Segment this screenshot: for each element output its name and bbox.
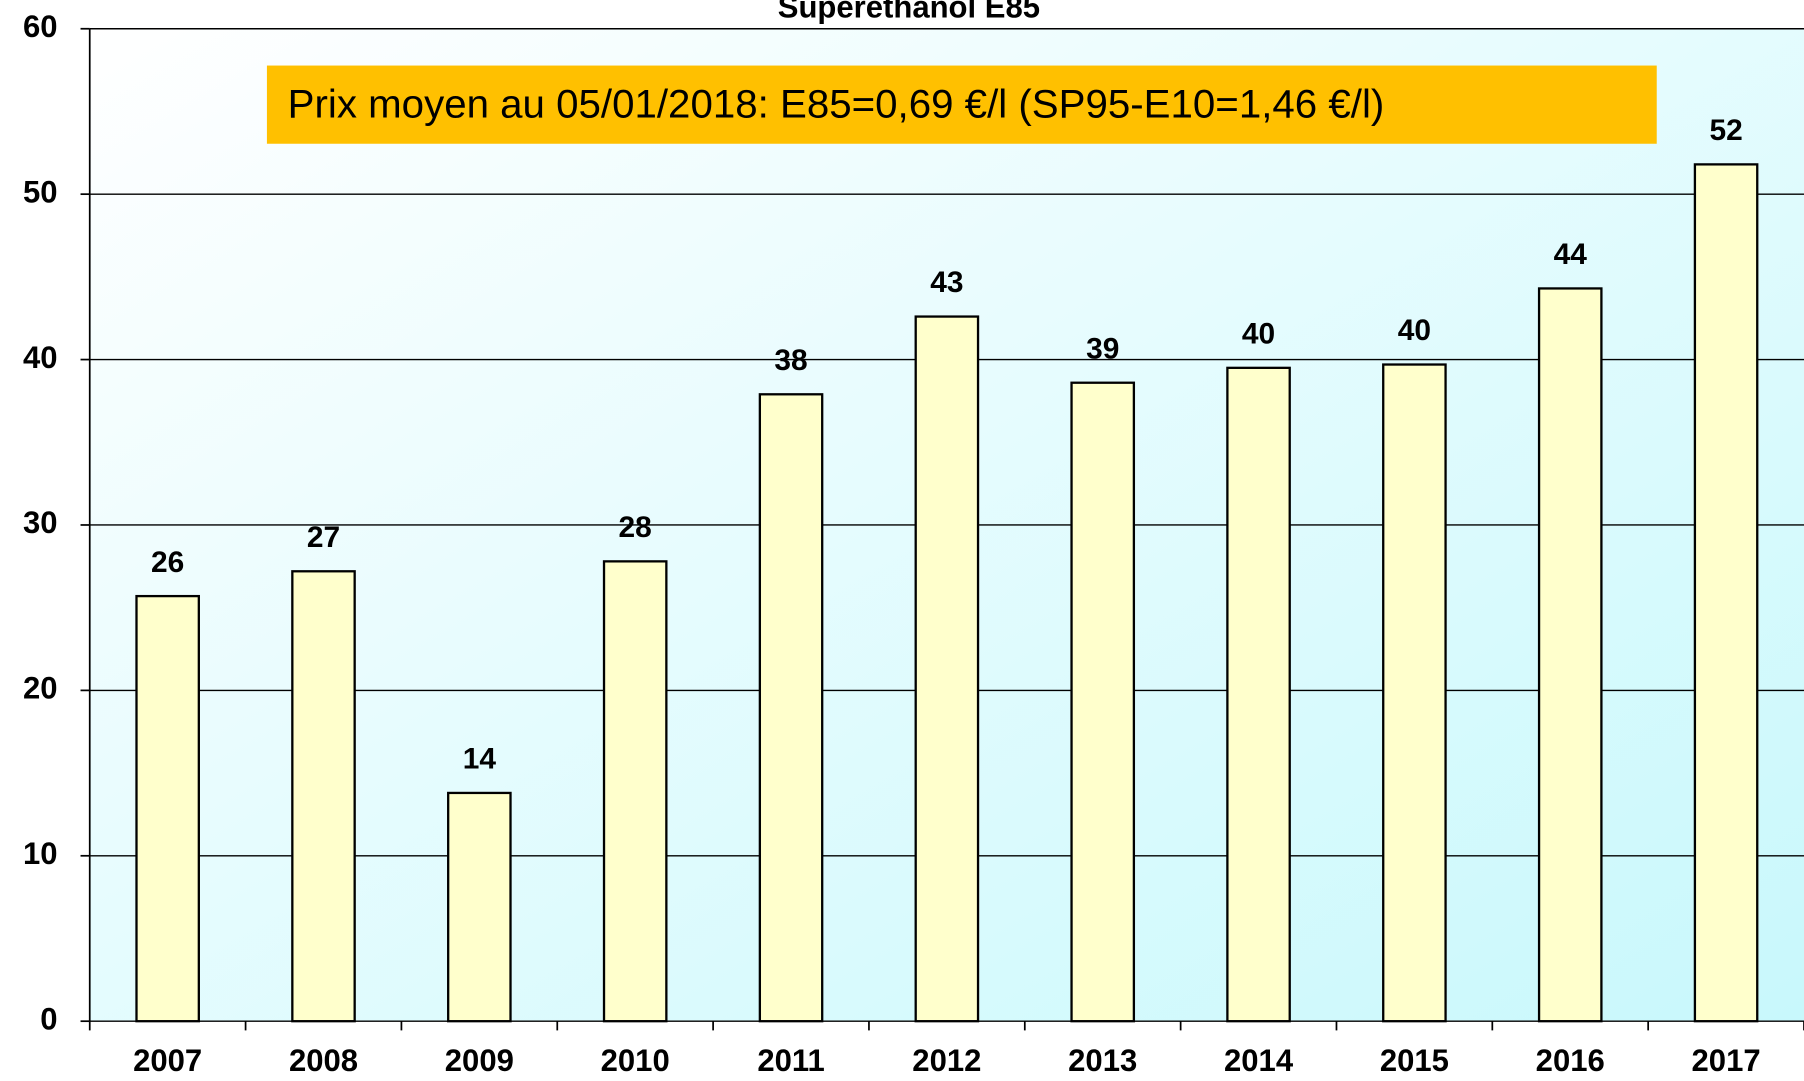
bar <box>602 560 668 1023</box>
bar <box>1537 287 1603 1023</box>
bar <box>1070 381 1136 1023</box>
value-label: 28 <box>619 511 652 544</box>
y-tick-label: 30 <box>23 505 58 540</box>
bar <box>1693 163 1759 1023</box>
y-tick-label: 10 <box>23 836 58 871</box>
x-tick-label: 2008 <box>289 1043 358 1078</box>
y-tick-label: 60 <box>23 9 58 44</box>
bar <box>291 570 356 1023</box>
bar <box>1226 366 1291 1023</box>
bar <box>447 791 512 1023</box>
value-label: 39 <box>1086 332 1119 365</box>
y-tick-label: 20 <box>23 671 58 706</box>
value-label: 44 <box>1554 238 1588 271</box>
bar <box>1382 363 1447 1023</box>
bar <box>758 393 824 1023</box>
marks: 0 10 20 30 40 50 60 2007 26 2008 27 2009 14 2010 28 201… <box>23 9 1804 1078</box>
bar <box>914 315 980 1023</box>
x-tick-label: 2012 <box>912 1043 981 1078</box>
y-tick-label: 0 <box>40 1001 57 1036</box>
y-tick-label: 40 <box>23 340 58 375</box>
value-label: 52 <box>1709 114 1742 147</box>
x-tick-label: 2009 <box>445 1043 514 1078</box>
x-tick-label: 2017 <box>1692 1043 1761 1078</box>
x-tick-label: 2007 <box>133 1043 202 1078</box>
value-label: 43 <box>930 266 963 299</box>
value-label: 40 <box>1398 314 1431 347</box>
x-tick-label: 2011 <box>757 1043 824 1078</box>
annotation: Prix moyen au 05/01/2018: E85=0,69 €/l (… <box>288 82 1385 127</box>
x-tick-label: 2010 <box>601 1043 670 1078</box>
y-tick-label: 50 <box>23 174 58 209</box>
value-label: 14 <box>463 743 497 776</box>
x-tick-label: 2014 <box>1224 1043 1294 1078</box>
value-label: 27 <box>307 521 340 554</box>
bar <box>135 594 200 1023</box>
value-label: 40 <box>1242 318 1275 351</box>
annotation-box <box>266 65 1657 144</box>
chart-title: Superéthanol E85 <box>778 0 1040 24</box>
x-tick-label: 2013 <box>1068 1043 1137 1078</box>
x-tick-label: 2016 <box>1536 1043 1605 1078</box>
value-label: 26 <box>151 546 184 579</box>
value-label: 38 <box>774 344 807 377</box>
x-tick-label: 2015 <box>1380 1043 1449 1078</box>
